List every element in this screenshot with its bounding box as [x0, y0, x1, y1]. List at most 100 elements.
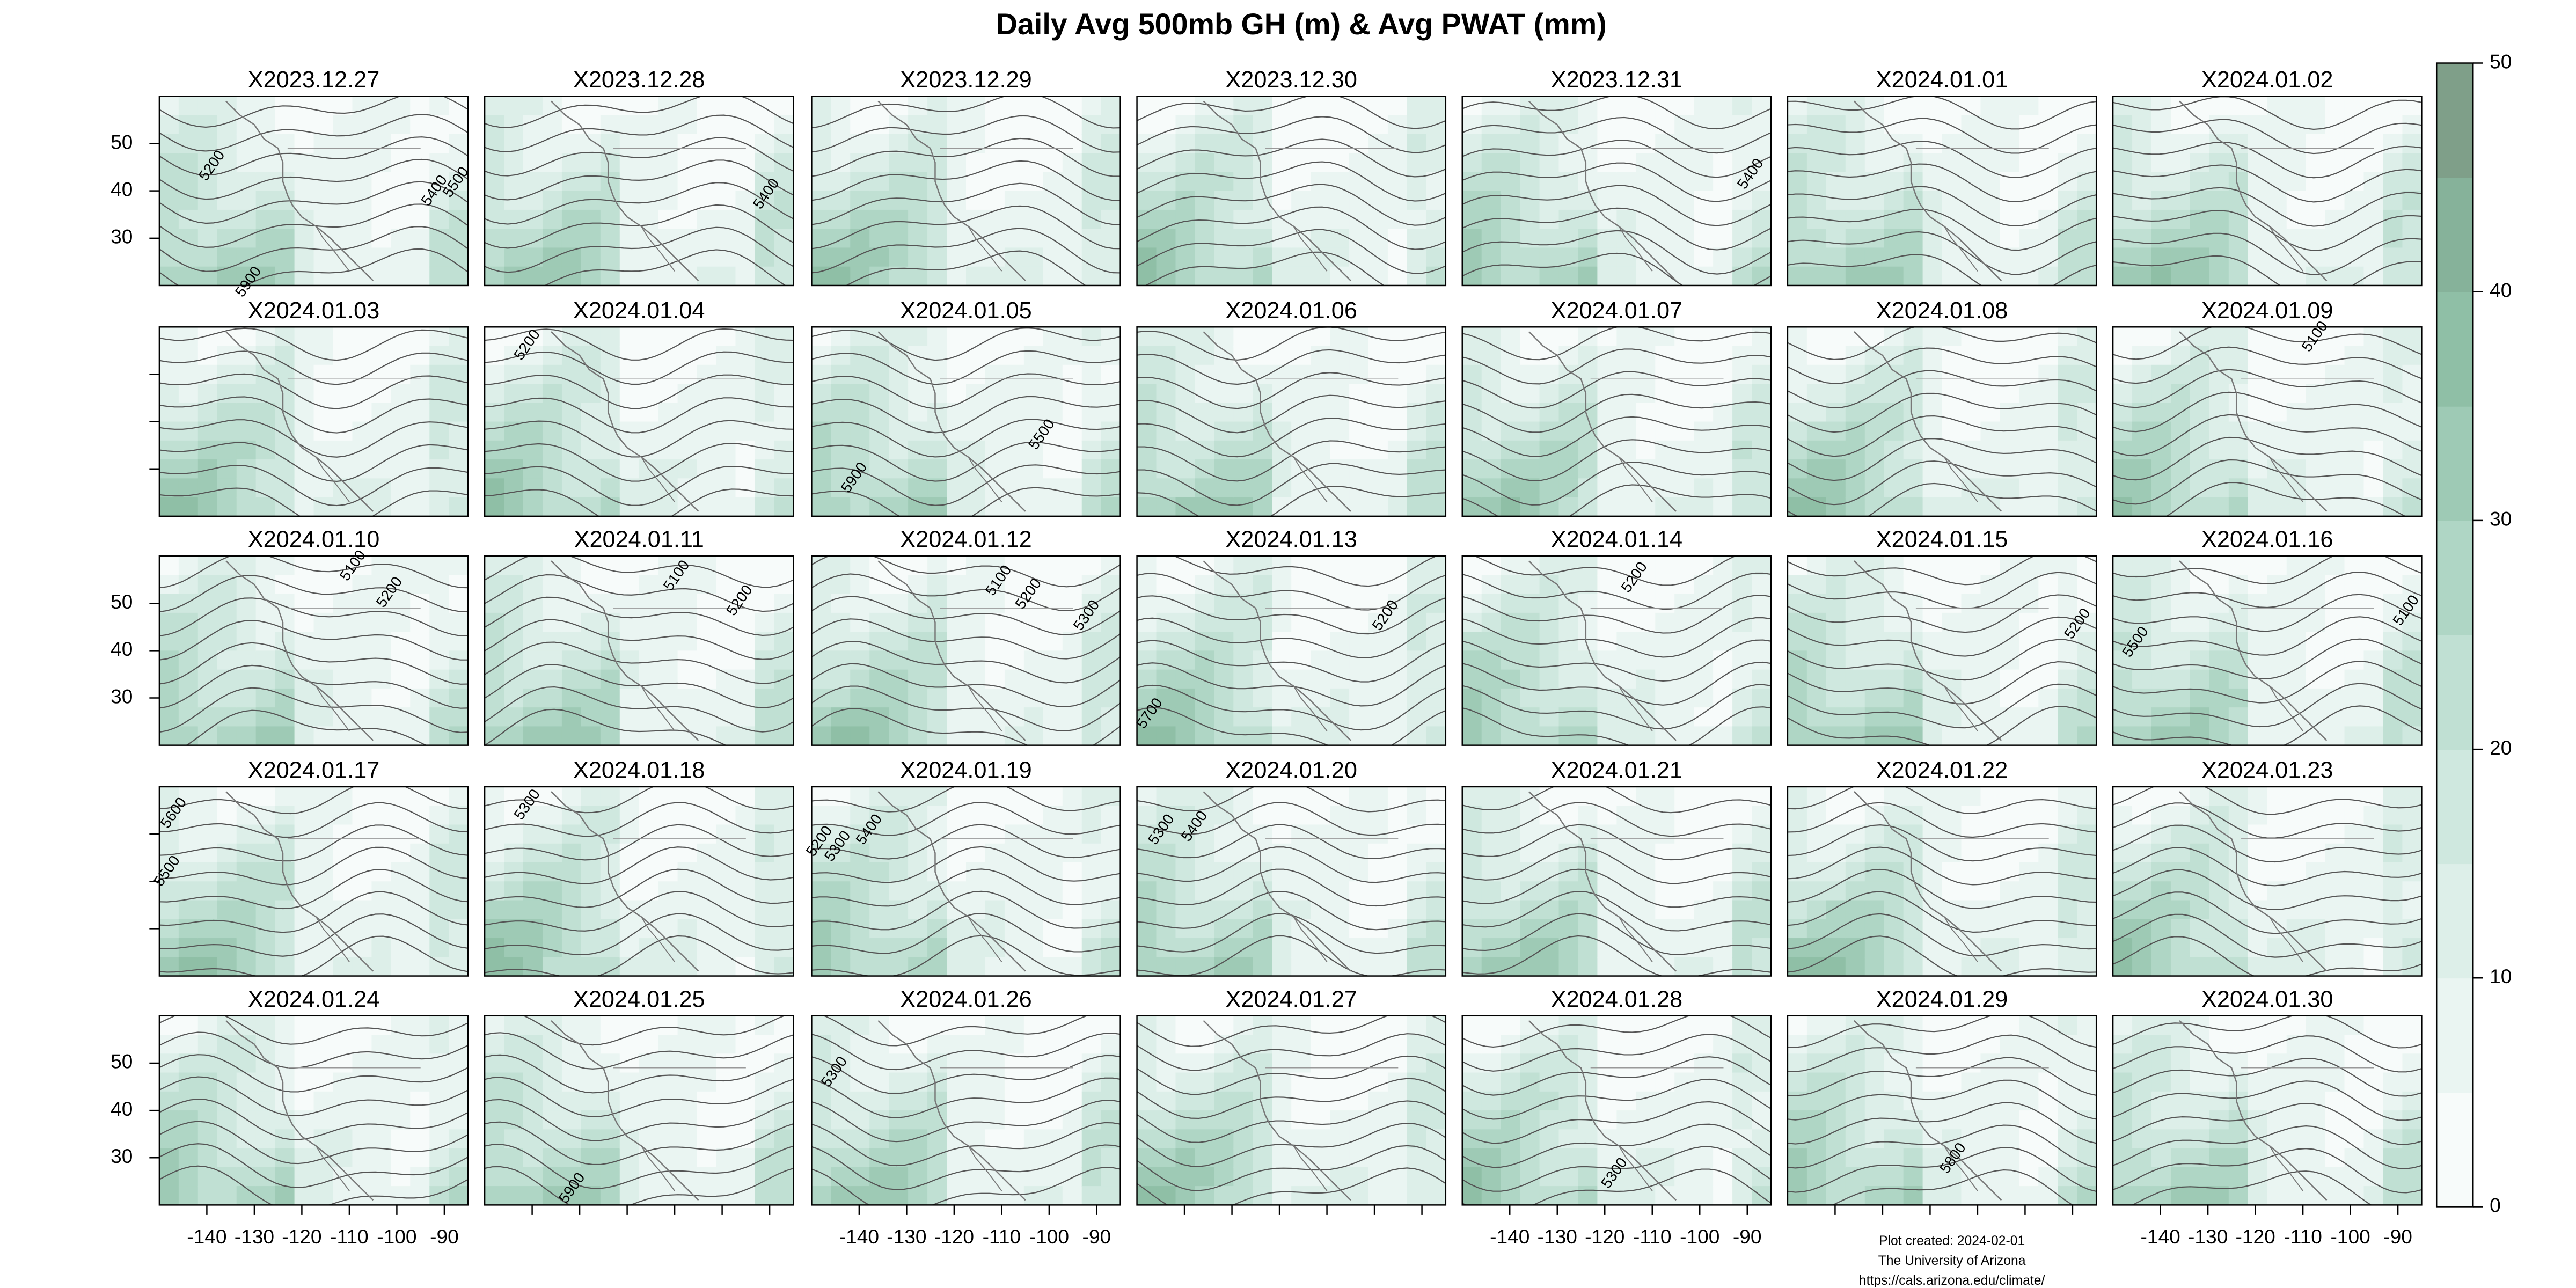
pwat-cell — [410, 115, 430, 135]
pwat-cell — [1578, 497, 1598, 516]
pwat-cell — [1330, 346, 1350, 366]
pwat-cell — [1349, 786, 1370, 807]
pwat-cell — [1980, 459, 2001, 479]
pwat-cell — [1195, 327, 1215, 347]
pwat-cell — [2363, 806, 2384, 826]
pwat-cell — [2170, 707, 2191, 727]
geopotential-contour — [811, 205, 1121, 250]
pwat-cell — [313, 632, 334, 652]
pwat-cell — [2132, 575, 2153, 595]
pwat-cell — [1156, 229, 1177, 248]
pwat-cell — [1062, 957, 1083, 976]
pwat-cell — [774, 421, 794, 442]
geopotential-contour — [1787, 802, 2097, 838]
pwat-cell — [2151, 478, 2172, 499]
pwat-cell — [2132, 346, 2153, 366]
pwat-cell — [2132, 402, 2153, 423]
geopotential-contour — [2113, 232, 2422, 275]
pwat-cell — [581, 650, 602, 671]
pwat-cell — [1407, 900, 1428, 920]
pwat-cell — [600, 919, 621, 939]
pwat-cell — [1578, 806, 1598, 826]
pwat-cell — [1636, 421, 1656, 442]
pwat-cell — [2000, 612, 2020, 633]
pwat-cell — [1368, 556, 1389, 576]
pwat-cell — [2151, 957, 2172, 976]
pwat-cell — [1636, 726, 1656, 745]
pwat-cell — [1787, 688, 1808, 708]
pwat-cell — [197, 497, 218, 516]
pwat-cell — [927, 669, 948, 690]
pwat-cell — [2363, 421, 2384, 442]
panel-frame — [1136, 326, 1447, 517]
pwat-cell — [1806, 594, 1827, 614]
pwat-cell — [255, 726, 276, 745]
pwat-cell — [1806, 900, 1827, 920]
pwat-cell — [1156, 881, 1177, 902]
pwat-cell — [485, 247, 505, 268]
pwat-cell — [561, 327, 582, 347]
geopotential-contour — [2113, 327, 2422, 360]
pwat-cell — [1694, 862, 1714, 882]
pwat-cell — [2228, 440, 2249, 460]
pwat-cell — [927, 327, 948, 347]
pwat-cell — [1062, 669, 1083, 690]
panel-frame — [2112, 555, 2423, 746]
geopotential-contour — [1137, 372, 1446, 409]
pwat-cell — [542, 346, 563, 366]
pwat-cell — [1655, 556, 1675, 576]
pwat-cell — [1101, 594, 1121, 614]
pwat-cell — [639, 115, 660, 135]
pwat-cell — [2344, 209, 2365, 230]
pwat-cell — [159, 824, 180, 845]
pwat-cell — [523, 459, 544, 479]
pwat-cell — [2151, 134, 2172, 154]
pwat-cell — [1426, 669, 1446, 690]
pwat-cell — [1520, 669, 1541, 690]
pwat-cell — [1806, 134, 1827, 154]
pwat-cell — [1713, 266, 1733, 286]
pwat-cell — [2077, 957, 2097, 976]
pwat-cell — [410, 346, 430, 366]
pwat-cell — [2325, 191, 2346, 211]
pwat-cell — [236, 1148, 257, 1168]
geopotential-contour — [1137, 573, 1446, 611]
pwat-cell — [889, 900, 909, 920]
pwat-cell — [1864, 650, 1885, 671]
pwat-cell — [217, 384, 238, 404]
pwat-cell — [2267, 957, 2288, 976]
pwat-cell — [504, 632, 524, 652]
pwat-cell — [2151, 726, 2172, 745]
geopotential-contour — [159, 203, 469, 248]
pwat-cell — [1023, 459, 1044, 479]
pwat-cell — [1311, 96, 1331, 116]
pwat-cell — [255, 957, 276, 976]
pwat-cell — [1787, 134, 1808, 154]
pwat-cell — [1175, 632, 1196, 652]
pwat-cell — [1942, 115, 1963, 135]
pwat-cell — [1253, 384, 1273, 404]
pwat-cell — [1752, 556, 1771, 576]
pwat-cell — [313, 134, 334, 154]
pwat-cell — [927, 247, 948, 268]
pwat-cell — [1481, 612, 1502, 633]
pwat-cell — [1311, 957, 1331, 976]
pwat-cell — [2325, 96, 2346, 116]
coastline — [225, 791, 374, 972]
pwat-cell — [1732, 594, 1753, 614]
pwat-cell — [217, 650, 238, 671]
pwat-cell — [2228, 919, 2249, 939]
pwat-cell — [1253, 594, 1273, 614]
geopotential-contour — [485, 556, 794, 588]
pwat-cell — [889, 384, 909, 404]
pwat-cell — [1806, 153, 1827, 173]
pwat-cell — [658, 384, 679, 404]
pwat-cell — [639, 96, 660, 116]
pwat-cell — [1961, 957, 1982, 976]
pwat-cell — [1426, 402, 1446, 423]
pwat-cell — [1081, 421, 1102, 442]
pwat-cell — [275, 459, 296, 479]
pwat-cell — [313, 266, 334, 286]
pwat-cell — [449, 919, 469, 939]
panel-frame — [484, 555, 794, 746]
